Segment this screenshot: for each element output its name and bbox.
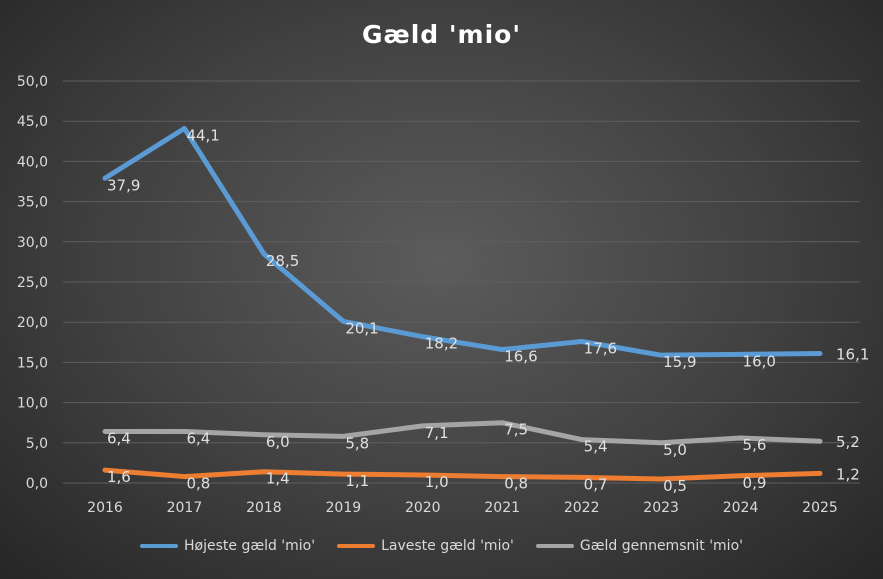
data-point: [182, 474, 187, 479]
data-label: 5,2: [836, 433, 860, 451]
data-label: 6,4: [107, 430, 131, 448]
data-point: [341, 434, 346, 439]
data-point: [818, 351, 822, 356]
data-point: [261, 251, 266, 256]
y-tick-label: 5,0: [26, 436, 48, 452]
legend-swatch: [140, 544, 178, 548]
data-point: [500, 474, 505, 479]
legend-swatch: [337, 544, 376, 548]
data-point: [420, 334, 425, 339]
data-label: 7,5: [504, 421, 528, 439]
data-label: 0,9: [743, 474, 767, 492]
x-tick-label: 2016: [87, 500, 123, 516]
x-tick-label: 2020: [405, 500, 441, 516]
data-label: 6,4: [186, 430, 210, 448]
series-line-1: [102, 467, 823, 482]
data-point: [103, 429, 107, 434]
y-tick-label: 50,0: [17, 74, 48, 90]
x-tick-label: 2023: [643, 500, 679, 516]
legend-label: Højeste gæld 'mio': [184, 538, 316, 554]
data-label: 15,9: [663, 353, 696, 371]
data-point: [738, 473, 743, 478]
data-point: [103, 176, 107, 181]
data-label: 18,2: [425, 335, 458, 353]
data-point: [261, 469, 266, 474]
data-point: [420, 472, 425, 477]
y-tick-label: 10,0: [17, 396, 48, 412]
data-label: 7,1: [425, 424, 449, 442]
data-point: [738, 352, 743, 357]
y-tick-label: 25,0: [17, 275, 48, 291]
x-tick-label: 2019: [326, 500, 362, 516]
y-tick-label: 45,0: [17, 114, 48, 130]
data-point: [103, 468, 107, 473]
legend-label: Gæld gennemsnit 'mio': [579, 538, 743, 554]
data-point: [659, 476, 664, 481]
x-tick-label: 2022: [564, 500, 600, 516]
y-tick-label: 30,0: [17, 235, 48, 251]
data-point: [500, 420, 505, 425]
x-tick-label: 2017: [167, 500, 203, 516]
x-tick-label: 2025: [802, 500, 838, 516]
series-line-2: [102, 420, 823, 446]
data-label: 1,0: [425, 473, 449, 491]
data-point: [420, 423, 425, 428]
data-label: 44,1: [186, 126, 219, 144]
data-label: 16,6: [504, 348, 537, 366]
data-point: [500, 347, 505, 352]
data-label: 5,8: [345, 434, 369, 452]
legend-swatch: [535, 544, 574, 548]
legend-label: Laveste gæld 'mio': [381, 538, 514, 554]
data-point: [182, 429, 187, 434]
data-label: 16,1: [836, 346, 869, 364]
y-tick-label: 15,0: [17, 355, 48, 371]
data-label: 0,7: [584, 475, 608, 493]
data-point: [579, 339, 584, 344]
data-point: [659, 440, 664, 445]
data-label: 1,6: [107, 468, 131, 486]
data-label: 1,1: [345, 472, 369, 490]
data-label: 1,2: [836, 465, 860, 483]
chart-title: Gæld 'mio': [362, 20, 521, 49]
y-tick-label: 0,0: [26, 476, 48, 492]
x-tick-label: 2018: [246, 500, 282, 516]
legend-item-average[interactable]: Gæld gennemsnit 'mio': [535, 538, 743, 554]
data-point: [261, 432, 266, 437]
data-label: 0,8: [504, 475, 528, 493]
data-label: 5,4: [584, 438, 608, 456]
data-label: 5,0: [663, 441, 687, 459]
y-tick-label: 40,0: [17, 154, 48, 170]
legend-item-highest[interactable]: Højeste gæld 'mio': [140, 538, 315, 554]
data-label: 6,0: [266, 433, 290, 451]
data-label: 1,4: [266, 470, 290, 488]
data-label: 37,9: [107, 176, 140, 194]
data-point: [182, 126, 187, 131]
y-tick-label: 35,0: [17, 195, 48, 211]
data-label: 20,1: [345, 319, 378, 337]
data-label: 17,6: [584, 339, 617, 357]
data-label: 0,5: [663, 477, 687, 495]
data-label: 5,6: [743, 436, 767, 454]
legend-item-lowest[interactable]: Laveste gæld 'mio': [337, 538, 514, 554]
legend: Højeste gæld 'mio' Laveste gæld 'mio' Gæ…: [0, 538, 883, 554]
series-line-0: [102, 125, 823, 358]
data-point: [579, 475, 584, 480]
data-point: [818, 439, 822, 444]
data-point: [818, 471, 822, 476]
data-label: 16,0: [743, 352, 776, 370]
y-tick-label: 20,0: [17, 315, 48, 331]
data-point: [579, 437, 584, 442]
data-point: [659, 353, 664, 358]
data-point: [341, 472, 346, 477]
data-point: [341, 319, 346, 324]
data-label: 0,8: [186, 475, 210, 493]
data-label: 28,5: [266, 252, 299, 270]
data-point: [738, 435, 743, 440]
x-tick-label: 2021: [484, 500, 520, 516]
x-tick-label: 2024: [723, 500, 759, 516]
